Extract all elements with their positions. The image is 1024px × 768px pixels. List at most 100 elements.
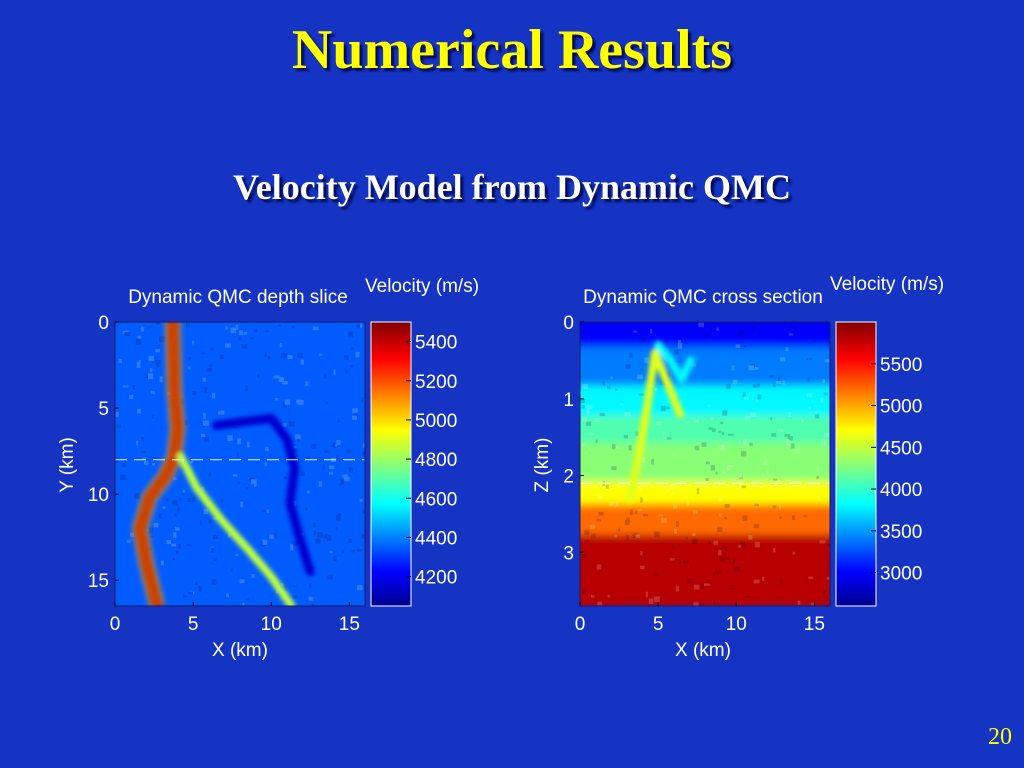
cross-section-speckle (594, 417, 600, 423)
cross-section-speckle (582, 331, 585, 334)
depth-slice-speckle (312, 523, 316, 528)
cross-section-speckle (674, 528, 677, 534)
cross-section-layer (580, 504, 830, 539)
depth-slice-speckle (266, 509, 270, 513)
depth-slice-speckle (172, 557, 176, 561)
cross-section-speckle (610, 375, 613, 380)
depth-slice-speckle (165, 498, 169, 502)
cross-section-speckle (777, 376, 780, 381)
cross-section-speckle (591, 533, 596, 539)
cross-section-speckle (703, 583, 710, 586)
cross-section-speckle (790, 443, 795, 449)
depth-slice-speckle (203, 413, 206, 419)
depth-slice-speckle (149, 535, 154, 538)
cross-section-speckle (745, 416, 751, 422)
cross-section-speckle (766, 469, 770, 475)
depth-slice-speckle (192, 496, 195, 502)
cross-section-ytick-label: 0 (563, 313, 574, 334)
depth-slice-speckle (362, 451, 365, 456)
depth-slice-speckle (331, 444, 335, 447)
cross-section-speckle (715, 570, 721, 574)
page-number: 20 (988, 724, 1012, 750)
depth-slice-speckle (281, 380, 288, 385)
depth-slice-speckle (340, 479, 345, 485)
depth-slice-colorbar-tick-label: 4800 (415, 450, 457, 471)
depth-slice-speckle (122, 330, 129, 334)
depth-slice-speckle (342, 474, 348, 478)
cross-section-speckle (778, 516, 782, 519)
depth-slice-feature (176, 452, 296, 606)
cross-section-speckle (776, 381, 781, 384)
depth-slice-speckle (284, 585, 287, 591)
depth-slice-speckle (356, 324, 361, 329)
cross-section-speckle (685, 536, 689, 540)
cross-section-speckle (648, 598, 654, 604)
cross-section-speckle (591, 594, 595, 598)
cross-section-colorbar-tick-label: 4000 (880, 480, 922, 501)
cross-section-speckle (651, 459, 655, 465)
depth-slice-speckle (230, 327, 236, 334)
depth-slice-speckle (219, 354, 225, 360)
cross-section-speckle (780, 579, 783, 585)
cross-section-speckle (662, 593, 665, 596)
depth-slice-speckle (192, 340, 195, 345)
cross-section-speckle (607, 594, 611, 598)
depth-slice-speckle (362, 509, 365, 514)
cross-section-speckle (673, 504, 678, 510)
cross-section-speckle (750, 412, 757, 417)
cross-section-speckle (763, 461, 768, 466)
cross-section-speckle (803, 514, 807, 518)
depth-slice-ytick-label: 0 (98, 313, 109, 334)
depth-slice-speckle (210, 546, 214, 552)
cross-section-speckle (637, 374, 644, 380)
cross-section-speckle (635, 534, 641, 538)
depth-slice-speckle (327, 535, 332, 541)
depth-slice-speckle (334, 444, 337, 447)
cross-section-speckle (624, 412, 631, 417)
cross-section-speckle (749, 442, 753, 446)
depth-slice-speckle (297, 352, 303, 358)
depth-slice-speckle (162, 506, 166, 509)
depth-slice-speckle (238, 330, 243, 336)
depth-slice-xtick-label: 10 (261, 614, 282, 635)
cross-section-layer (580, 346, 830, 390)
depth-slice-xlabel: X (km) (212, 640, 268, 661)
cross-section-speckle (713, 541, 719, 545)
depth-slice-speckle (245, 598, 249, 601)
cross-section-speckle (715, 472, 718, 475)
depth-slice-speckle (116, 424, 122, 428)
depth-slice-speckle (220, 498, 224, 503)
cross-section-speckle (718, 430, 722, 433)
cross-section-ytick-label: 2 (563, 467, 574, 488)
depth-slice-speckle (251, 574, 255, 578)
cross-section-speckle (762, 576, 765, 582)
cross-section-speckle (710, 417, 715, 420)
depth-slice-speckle (305, 381, 309, 387)
cross-section-speckle (585, 451, 588, 455)
cross-section-speckle (717, 526, 723, 532)
cross-section-speckle (826, 577, 830, 580)
cross-section-speckle (716, 327, 720, 331)
depth-slice-speckle (323, 373, 327, 379)
depth-slice-speckle (262, 539, 268, 545)
cross-section-speckle (702, 583, 705, 587)
cross-section-speckle (739, 541, 746, 548)
cross-section-colorbar-tick-label: 3000 (880, 564, 922, 585)
cross-section-speckle (743, 459, 749, 462)
cross-section-speckle (607, 385, 611, 390)
cross-section-speckle (629, 509, 633, 515)
cross-section-frame (579, 321, 831, 607)
cross-section-speckle (693, 584, 700, 590)
depth-slice-speckle (212, 392, 216, 399)
depth-slice-speckle (149, 368, 153, 373)
cross-section-heatmap (580, 322, 830, 606)
cross-section-speckle (771, 433, 777, 437)
depth-slice-speckle (362, 443, 365, 448)
depth-slice-speckle (115, 458, 120, 463)
depth-slice-speckle (115, 411, 119, 417)
cross-section-speckle (738, 474, 743, 479)
depth-slice-speckle (173, 512, 177, 518)
cross-section-speckle (628, 444, 632, 451)
cross-section-speckle (582, 443, 587, 446)
cross-section-speckle (807, 377, 810, 382)
